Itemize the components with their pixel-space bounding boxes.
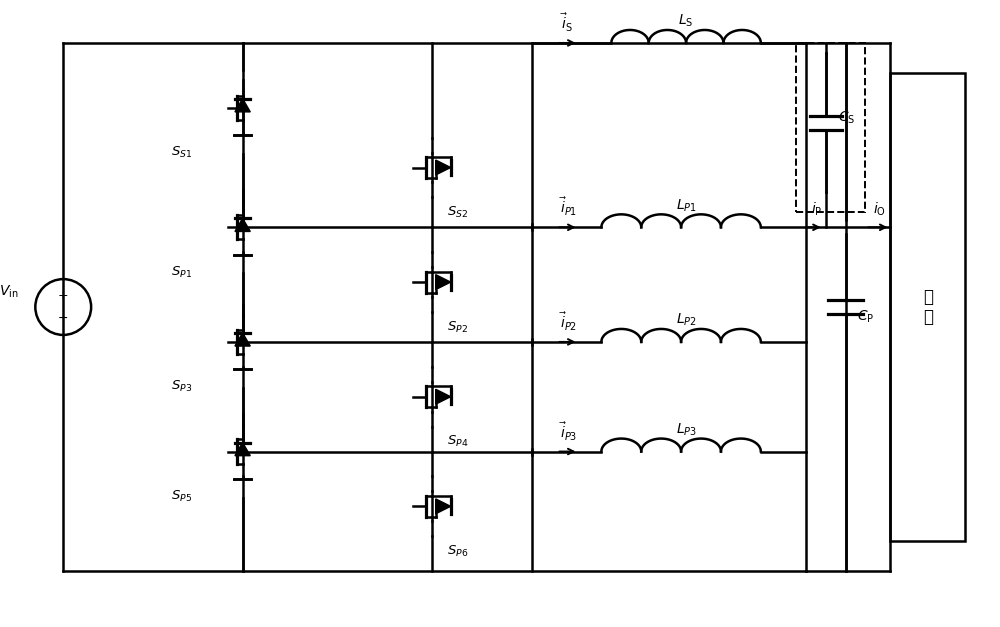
Text: $\vec{i}_\mathrm{S}$: $\vec{i}_\mathrm{S}$ <box>560 12 572 34</box>
Polygon shape <box>235 218 250 231</box>
Text: $V_\mathrm{in}$: $V_\mathrm{in}$ <box>0 284 18 300</box>
Text: $L_\mathrm{S}$: $L_\mathrm{S}$ <box>678 13 694 29</box>
Text: $i_\mathrm{O}$: $i_\mathrm{O}$ <box>873 201 886 218</box>
Text: $S_{P1}$: $S_{P1}$ <box>171 265 192 280</box>
Bar <box>796 43 865 213</box>
Text: +: + <box>58 290 69 302</box>
Bar <box>890 73 965 541</box>
Polygon shape <box>235 443 250 456</box>
Polygon shape <box>436 160 451 175</box>
Polygon shape <box>235 98 250 112</box>
Text: $C_\mathrm{P}$: $C_\mathrm{P}$ <box>857 308 875 325</box>
Text: $S_{S1}$: $S_{S1}$ <box>171 145 192 160</box>
Text: $\vec{i}_{P1}$: $\vec{i}_{P1}$ <box>559 196 577 218</box>
Text: $S_{S2}$: $S_{S2}$ <box>447 205 468 220</box>
Text: $L_{P1}$: $L_{P1}$ <box>676 197 696 214</box>
Text: $L_{P3}$: $L_{P3}$ <box>676 421 697 438</box>
Text: $\vec{i}_{P3}$: $\vec{i}_{P3}$ <box>559 421 577 443</box>
Polygon shape <box>235 333 250 346</box>
Text: 负
载: 负 载 <box>923 288 933 327</box>
Text: −: − <box>58 312 68 325</box>
Text: $S_{P6}$: $S_{P6}$ <box>447 544 468 559</box>
Text: $S_{P4}$: $S_{P4}$ <box>447 434 468 449</box>
Polygon shape <box>436 499 451 514</box>
Text: $\vec{i}_{P2}$: $\vec{i}_{P2}$ <box>559 311 577 333</box>
Text: $C_\mathrm{S}$: $C_\mathrm{S}$ <box>838 110 855 126</box>
Polygon shape <box>436 389 451 404</box>
Text: $S_{P5}$: $S_{P5}$ <box>171 489 192 504</box>
Text: $L_{P2}$: $L_{P2}$ <box>676 312 696 328</box>
Polygon shape <box>436 275 451 290</box>
Text: $i_\mathrm{P}$: $i_\mathrm{P}$ <box>811 201 822 218</box>
Text: $S_{P3}$: $S_{P3}$ <box>171 379 192 394</box>
Text: $S_{P2}$: $S_{P2}$ <box>447 319 468 334</box>
